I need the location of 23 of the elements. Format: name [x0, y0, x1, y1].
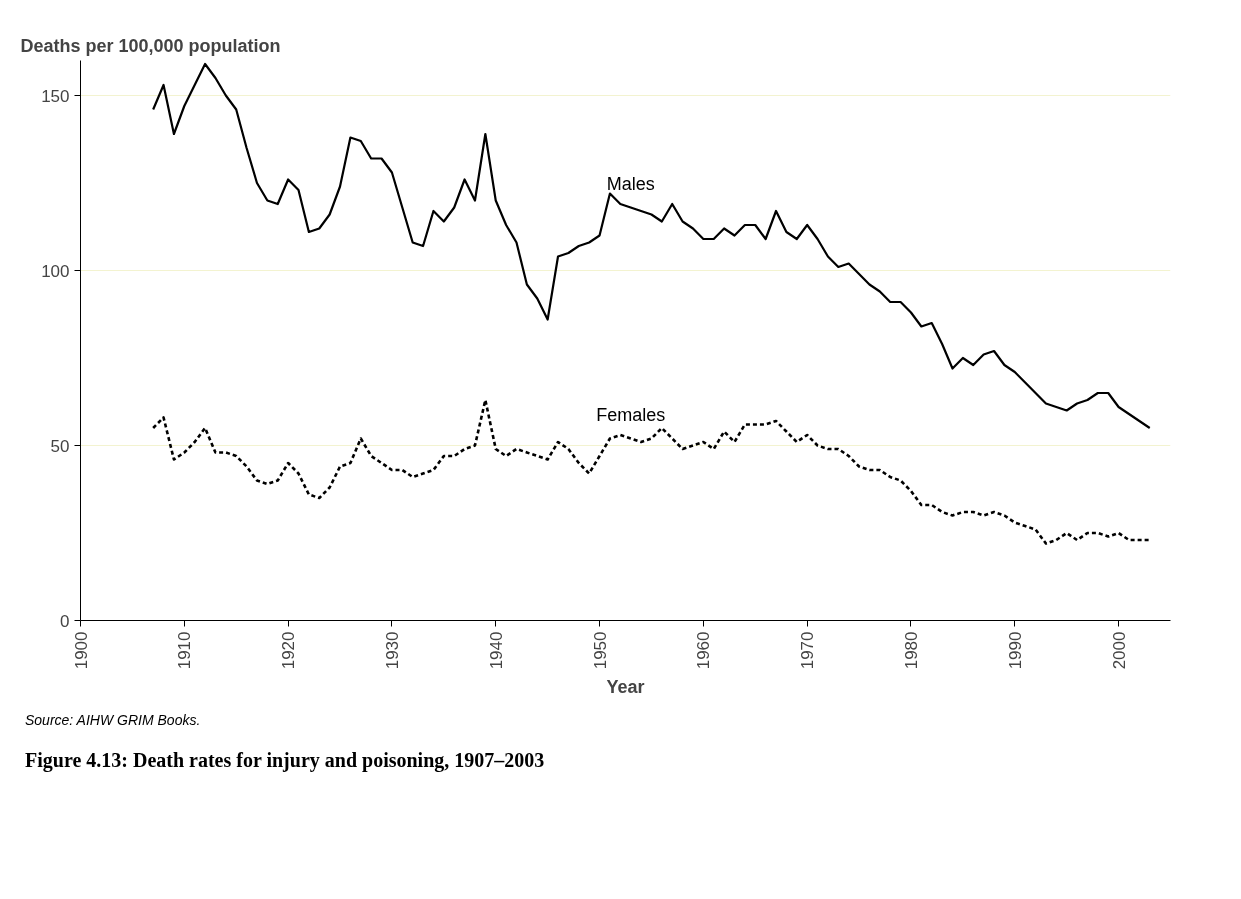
x-tick-label: 1930 — [382, 631, 402, 670]
y-tick-label: 0 — [60, 611, 70, 631]
x-tick-label: 1900 — [71, 631, 91, 670]
x-tick-label: 1910 — [175, 631, 195, 670]
y-tick-label: 50 — [50, 436, 70, 456]
x-tick-label: 1990 — [1005, 631, 1025, 670]
series-label: Females — [596, 404, 666, 425]
x-tick-label: 1970 — [798, 631, 818, 670]
x-tick-label: 1920 — [279, 631, 299, 670]
y-axis-title: Deaths per 100,000 population — [20, 35, 281, 56]
line-series — [151, 398, 1152, 545]
y-tick-label: 100 — [41, 261, 70, 281]
y-tick-label: 150 — [41, 86, 70, 106]
x-tick-label: 2000 — [1109, 631, 1129, 670]
x-tick-label: 1980 — [901, 631, 921, 670]
x-axis-title: Year — [606, 677, 645, 698]
x-tick-label: 1960 — [694, 631, 714, 670]
x-tick-label: 1950 — [590, 631, 610, 670]
source-note: Source: AIHW GRIM Books. — [25, 711, 201, 730]
line-series — [152, 62, 1151, 430]
series-label: Males — [606, 173, 655, 194]
x-tick-label: 1940 — [486, 631, 506, 670]
text: Figure 4.13: Death rates for injury and poisoning, 1907–2003 — [25, 748, 545, 774]
